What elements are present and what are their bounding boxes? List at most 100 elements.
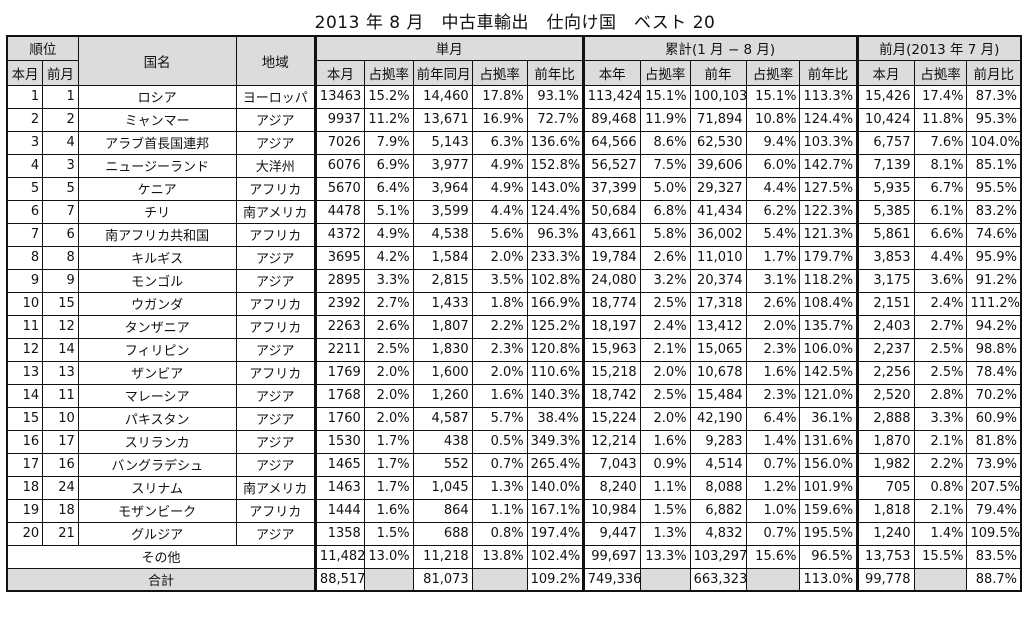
table-row: 7 6 南アフリカ共和国 アフリカ 4372 4.9% 4,538 5.6% 96.3% 43,6… <box>6 222 1022 247</box>
cumulative-cell: 1.2% <box>745 475 801 500</box>
cumulative-cell: 37,399 <box>582 176 641 201</box>
cumulative-cell: 9.4% <box>745 130 801 155</box>
cumulative-cell: 10,678 <box>689 360 747 385</box>
cumulative-cell: 179.7% <box>799 245 859 270</box>
total-single-month-cell: 81,073 <box>412 567 473 592</box>
single-month-cell: 1465 <box>314 452 365 477</box>
region-cell: アジア <box>235 107 317 132</box>
single-month-cell: 2.0% <box>363 360 414 385</box>
rank-this-cell: 19 <box>6 498 44 523</box>
country-cell: タンザニア <box>77 314 237 339</box>
other-single-month-cell: 13.0% <box>363 544 414 569</box>
country-cell: スリランカ <box>77 429 237 454</box>
single-month-cell: 1358 <box>314 521 365 546</box>
rank-this-cell: 6 <box>6 199 44 224</box>
cumulative-cell: 101.9% <box>799 475 859 500</box>
cumulative-cell: 15,484 <box>689 383 747 408</box>
single-month-cell: 17.8% <box>471 84 528 109</box>
prev-month-cell: 2,888 <box>856 406 915 431</box>
cumulative-cell: 8,240 <box>582 475 641 500</box>
cumulative-cell: 156.0% <box>799 452 859 477</box>
cumulative-cell: 15,065 <box>689 337 747 362</box>
single-month-cell: 1.6% <box>471 383 528 408</box>
prev-month-cell: 1.4% <box>913 521 968 546</box>
cumulative-cell: 100,103 <box>689 84 747 109</box>
single-month-cell: 438 <box>412 429 473 454</box>
single-month-cell: 1.5% <box>363 521 414 546</box>
cumulative-cell: 7.5% <box>639 153 691 178</box>
rank-this-cell: 15 <box>6 406 44 431</box>
prev-month-cell: 2,151 <box>856 291 915 316</box>
single-month-cell: 2.5% <box>363 337 414 362</box>
rank-prev-cell: 15 <box>42 291 79 316</box>
single-month-cell: 11.2% <box>363 107 414 132</box>
prev-month-cell: 207.5% <box>966 475 1022 500</box>
single-month-cell: 96.3% <box>526 222 585 247</box>
cumulative-cell: 15.1% <box>639 84 691 109</box>
cumulative-cell: 118.2% <box>799 268 859 293</box>
rank-this-cell: 16 <box>6 429 44 454</box>
single-month-cell: 2895 <box>314 268 365 293</box>
cumulative-cell: 2.0% <box>639 406 691 431</box>
rank-prev-cell: 12 <box>42 314 79 339</box>
cumulative-cell: 159.6% <box>799 498 859 523</box>
single-month-cell: 2.0% <box>363 383 414 408</box>
country-cell: アラブ首長国連邦 <box>77 130 237 155</box>
export-ranking-table: 順位 国名 地域 単月 累計(1 月 − 8 月) 前月(2013 年 7 月)… <box>6 35 1022 592</box>
prev-month-cell: 3.6% <box>913 268 968 293</box>
single-month-cell: 2.2% <box>471 314 528 339</box>
single-month-cell: 4.9% <box>471 153 528 178</box>
rank-this-cell: 4 <box>6 153 44 178</box>
total-row: 合計 88,517 81,073 109.2% 749,336 663,323 113.0%… <box>6 567 1022 592</box>
cumulative-cell: 1.6% <box>639 429 691 454</box>
single-month-cell: 1,807 <box>412 314 473 339</box>
single-month-cell: 38.4% <box>526 406 585 431</box>
single-month-cell: 152.8% <box>526 153 585 178</box>
header-pm-col: 本月 <box>856 59 915 86</box>
cumulative-cell: 2.6% <box>745 291 801 316</box>
header-cu-col: 前年比 <box>799 59 859 86</box>
cumulative-cell: 13,412 <box>689 314 747 339</box>
single-month-cell: 4478 <box>314 199 365 224</box>
table-row: 12 14 フィリピン アジア 2211 2.5% 1,830 2.3% 120.8% 15,96… <box>6 337 1022 362</box>
cumulative-cell: 6.2% <box>745 199 801 224</box>
region-cell: 南アメリカ <box>235 199 317 224</box>
prev-month-cell: 0.8% <box>913 475 968 500</box>
single-month-cell: 125.2% <box>526 314 585 339</box>
other-cumulative-cell: 15.6% <box>745 544 801 569</box>
rank-prev-cell: 9 <box>42 268 79 293</box>
single-month-cell: 5.6% <box>471 222 528 247</box>
cumulative-cell: 2.0% <box>639 360 691 385</box>
region-cell: アジア <box>235 268 317 293</box>
rank-this-cell: 5 <box>6 176 44 201</box>
total-prev-month-cell: 88.7% <box>966 567 1022 592</box>
single-month-cell: 140.3% <box>526 383 585 408</box>
country-cell: キルギス <box>77 245 237 270</box>
header-country: 国名 <box>77 35 237 86</box>
cumulative-cell: 5.4% <box>745 222 801 247</box>
region-cell: アジア <box>235 245 317 270</box>
single-month-cell: 166.9% <box>526 291 585 316</box>
cumulative-cell: 113,424 <box>582 84 641 109</box>
prev-month-cell: 73.9% <box>966 452 1022 477</box>
single-month-cell: 3,599 <box>412 199 473 224</box>
cumulative-cell: 29,327 <box>689 176 747 201</box>
prev-month-cell: 85.1% <box>966 153 1022 178</box>
rank-this-cell: 1 <box>6 84 44 109</box>
rank-this-cell: 9 <box>6 268 44 293</box>
header-cumulative: 累計(1 月 − 8 月) <box>582 35 859 61</box>
rank-this-cell: 8 <box>6 245 44 270</box>
single-month-cell: 3,977 <box>412 153 473 178</box>
single-month-cell: 13463 <box>314 84 365 109</box>
single-month-cell: 3.3% <box>363 268 414 293</box>
single-month-cell: 1.1% <box>471 498 528 523</box>
single-month-cell: 1.7% <box>363 475 414 500</box>
total-cumulative-cell <box>639 567 691 592</box>
country-cell: ザンビア <box>77 360 237 385</box>
prev-month-cell: 81.8% <box>966 429 1022 454</box>
region-cell: アジア <box>235 337 317 362</box>
single-month-cell: 4,587 <box>412 406 473 431</box>
header-pm-col: 前月比 <box>966 59 1022 86</box>
cumulative-cell: 10,984 <box>582 498 641 523</box>
cumulative-cell: 43,661 <box>582 222 641 247</box>
